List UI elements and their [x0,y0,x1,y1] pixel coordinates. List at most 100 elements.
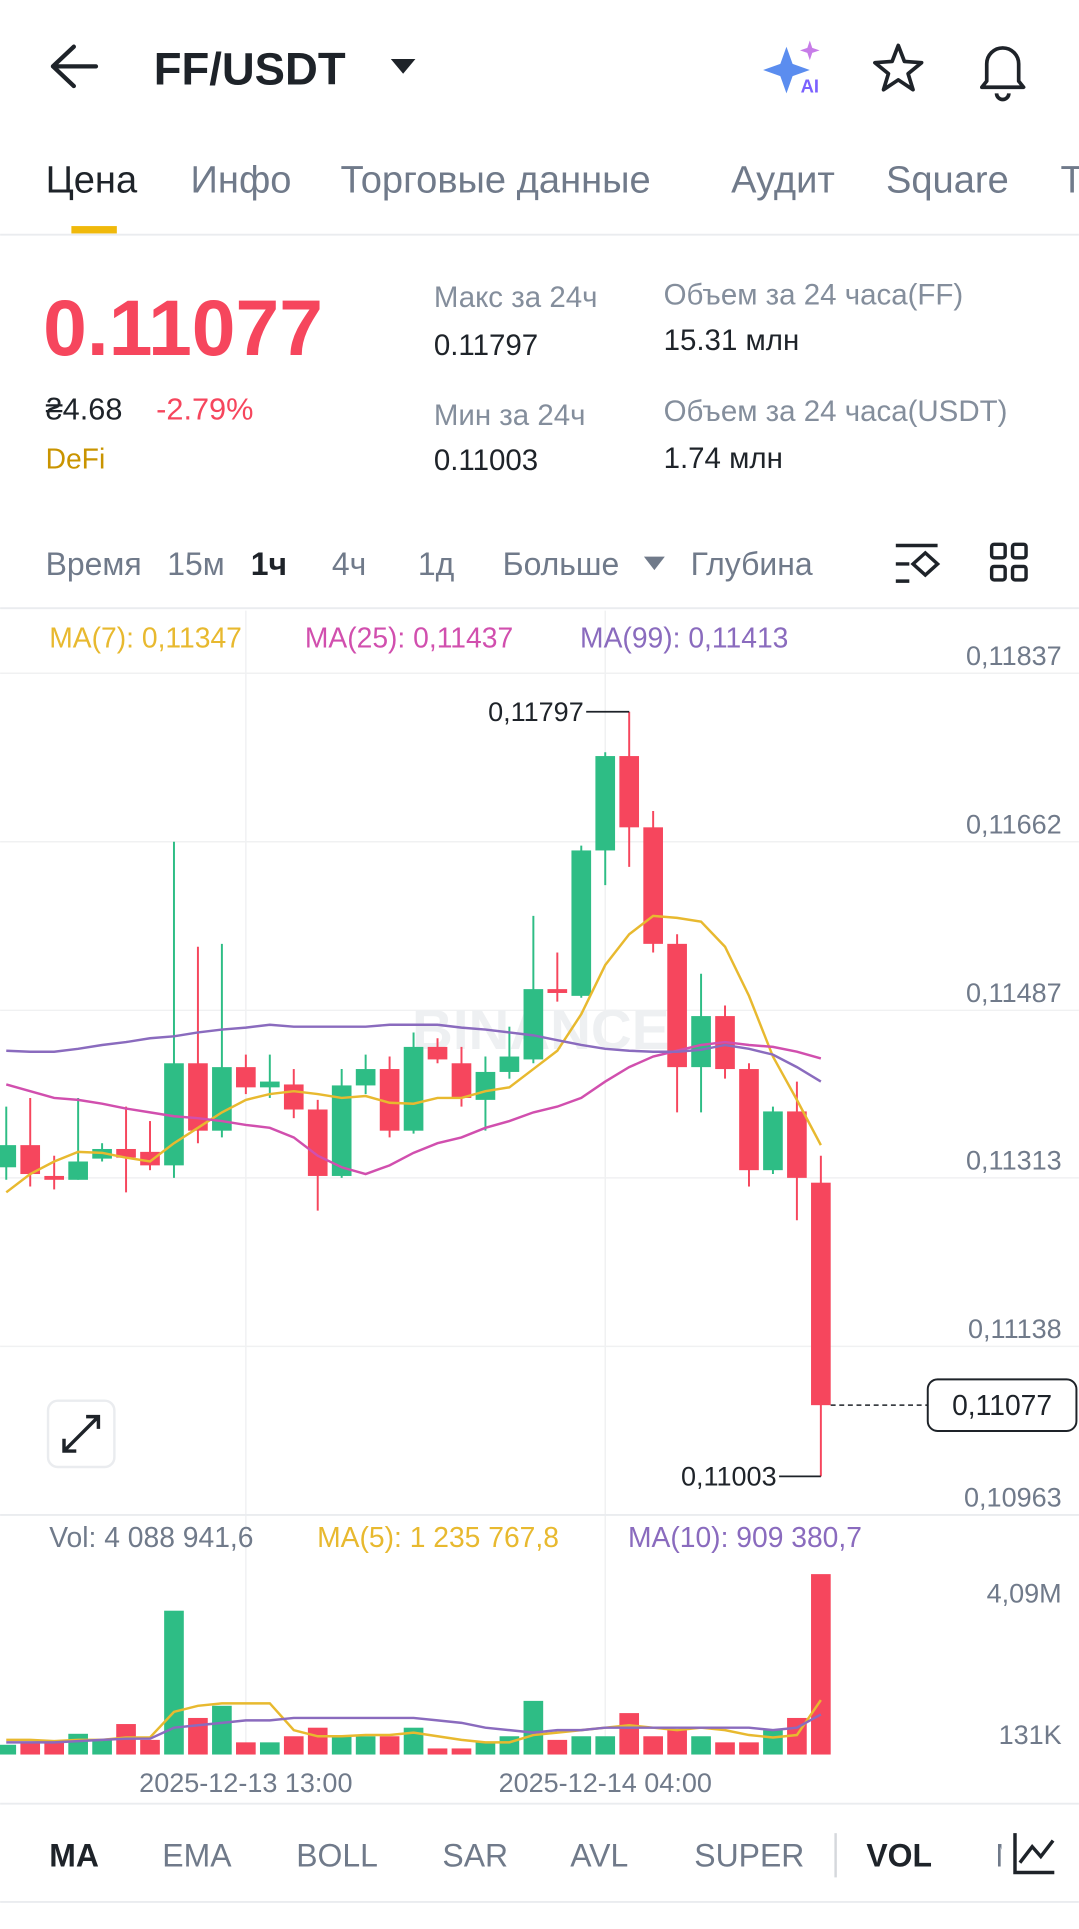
candle-body [523,989,544,1060]
indicator[interactable]: AVL [570,1837,628,1873]
last-price-label: 0,11077 [952,1389,1052,1421]
ma-line [5,1040,822,1176]
indicator[interactable]: VOL [866,1837,932,1873]
volume-tick-label: 4,09M [987,1579,1062,1609]
favorite-button[interactable] [873,43,924,92]
pair-dropdown[interactable] [390,58,416,74]
volume-bar [44,1742,65,1755]
volume-bar [595,1736,616,1755]
back-button[interactable] [50,44,99,89]
volume-bar [140,1739,160,1755]
candle-body [188,1063,208,1131]
bell-clapper [994,93,1011,102]
volume-bar [283,1736,304,1755]
y-tick-label: 0,11487 [966,978,1062,1008]
ai-button[interactable]: AI [763,40,820,97]
category-tag[interactable]: DeFi [46,442,106,474]
candle-body [667,943,687,1068]
candle-body [116,1148,136,1158]
interval[interactable]: 4ч [332,546,366,582]
last-price-box [926,1378,1078,1432]
volume-bar [212,1705,232,1755]
volume-bar [475,1742,496,1755]
interval[interactable]: Больше [503,546,620,582]
volume-bar [164,1610,184,1755]
volume-tick-label: 131K [999,1720,1062,1750]
y-tick-label: 0,11313 [966,1146,1062,1176]
volume-bar [763,1730,783,1755]
volume-bar [667,1730,687,1755]
candle-body [44,1175,65,1180]
volume-bar [68,1733,88,1755]
tab[interactable]: Торговые данные [340,160,650,202]
interval[interactable]: 1ч [251,546,287,582]
y-tick-label: 0,11662 [966,810,1062,840]
interval[interactable]: Глубина [691,546,813,582]
indicator[interactable]: SUPER [694,1837,804,1873]
volume-legend: Vol: 4 088 941,6 [49,1521,253,1553]
chart-settings-button[interactable] [895,543,941,583]
candle-body [571,850,592,996]
volume-bar [355,1736,376,1755]
indicator[interactable]: BOLL [296,1837,378,1873]
candle-body [451,1063,472,1098]
candle-body [427,1046,448,1060]
volume-bar [619,1713,640,1755]
indicator[interactable]: EMA [162,1837,232,1873]
volume-bar [379,1736,400,1755]
interval[interactable]: 1д [418,546,455,582]
volume-bar [307,1727,328,1755]
stat-value: 0.11797 [434,329,538,362]
y-tick-label: 0,10963 [964,1483,1062,1513]
fullscreen-button[interactable] [46,1399,116,1469]
settings-lines [895,543,938,583]
fiat-price: ₴4.68 [46,392,123,427]
legend-entry: MA(10): 909 380,7 [628,1521,862,1553]
tab[interactable]: Аудит [731,160,835,202]
interval[interactable]: 15м [167,546,224,582]
expand-icon [62,1414,101,1453]
legend-entry: MA(7): 0,11347 [49,622,242,654]
legend-entry: MA(5): 1 235 767,8 [317,1521,559,1553]
indicator[interactable]: SAR [442,1837,508,1873]
volume-bar [92,1739,112,1755]
tab[interactable]: Цена [46,160,138,202]
tab[interactable]: Square [886,160,1009,202]
ma-line [6,1023,822,1083]
layout-button[interactable] [989,542,1028,582]
notifications-button[interactable] [979,46,1026,102]
more-dropdown[interactable] [643,556,665,571]
stat-value: 1.74 млн [664,442,783,475]
indicator[interactable]: MA [49,1837,99,1873]
candle-body [619,756,640,828]
grid-cell [989,564,1007,582]
stat-label: Объем за 24 часа(USDT) [664,395,1008,428]
interval: Время [46,546,142,582]
x-tick-label: 2025-12-14 04:00 [499,1768,712,1798]
bell-icon [979,46,1026,90]
candle-body [379,1069,400,1131]
tab[interactable]: T [1060,160,1079,202]
candle-body [355,1069,376,1086]
candle-body [20,1145,41,1175]
last-price: 0.11077 [43,284,323,372]
pair-title[interactable]: FF/USDT [154,43,346,94]
volume-bar [691,1736,711,1755]
ma-line [5,914,822,1194]
volume-bar [331,1736,352,1755]
candle-body [643,827,663,944]
volume-bar [739,1742,759,1755]
back-arrow [50,44,99,89]
volume-ma-line [6,1713,822,1744]
grid-cell [1010,542,1028,560]
indicator-settings-button[interactable] [1013,1833,1055,1875]
candle-body [259,1081,280,1088]
volume-bar [0,1744,17,1755]
ai-sparkle-small [799,40,820,61]
candle-body [307,1109,328,1176]
volume-bar [427,1748,448,1755]
tab[interactable]: Инфо [191,160,292,202]
stat-value: 15.31 млн [664,324,800,357]
